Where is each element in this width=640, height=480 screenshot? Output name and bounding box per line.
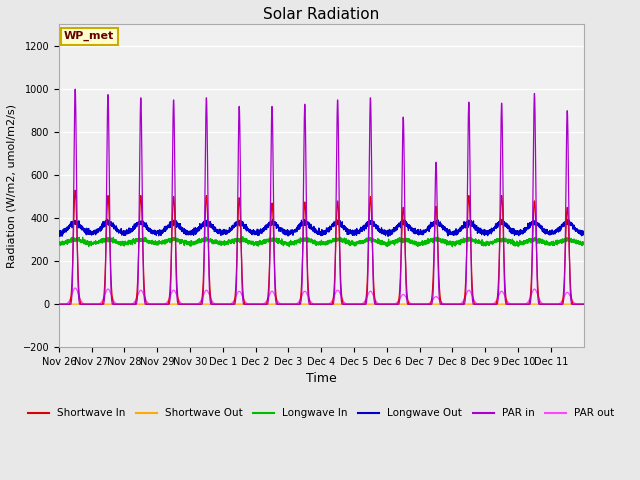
Y-axis label: Radiation (W/m2, umol/m2/s): Radiation (W/m2, umol/m2/s) [7, 104, 17, 268]
Legend: Shortwave In, Shortwave Out, Longwave In, Longwave Out, PAR in, PAR out: Shortwave In, Shortwave Out, Longwave In… [24, 404, 619, 422]
Title: Solar Radiation: Solar Radiation [263, 7, 380, 22]
Text: WP_met: WP_met [64, 31, 115, 41]
X-axis label: Time: Time [306, 372, 337, 385]
